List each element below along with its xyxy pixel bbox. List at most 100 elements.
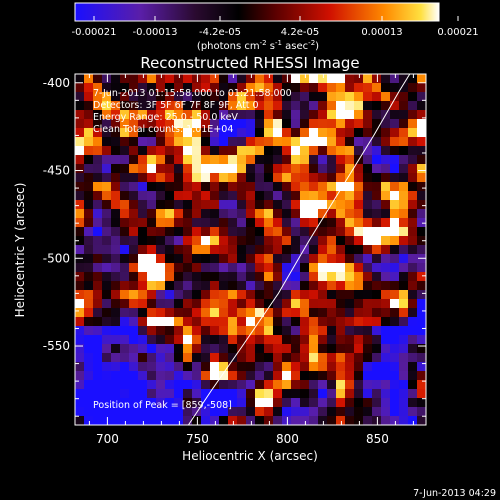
heatmap-cell — [138, 110, 148, 120]
heatmap-cell — [309, 326, 319, 336]
heatmap-cell — [84, 308, 94, 318]
heatmap-cell — [93, 92, 103, 102]
heatmap-cell — [300, 173, 310, 183]
heatmap-cell — [129, 218, 139, 228]
heatmap-cell — [354, 371, 364, 381]
heatmap-cell — [102, 191, 112, 201]
heatmap-cell — [75, 272, 85, 282]
heatmap-cell — [291, 398, 301, 408]
heatmap-cell — [228, 344, 238, 354]
heatmap-cell — [111, 173, 121, 183]
heatmap-cell — [372, 272, 382, 282]
heatmap-cell — [129, 74, 139, 84]
heatmap-cell — [120, 353, 130, 363]
heatmap-cell — [318, 326, 328, 336]
heatmap-cell — [210, 200, 220, 210]
heatmap-cell — [210, 362, 220, 372]
heatmap-cell — [399, 83, 409, 93]
heatmap-cell — [192, 353, 202, 363]
heatmap-cell — [237, 128, 247, 138]
heatmap-cell — [399, 137, 409, 147]
heatmap-cell — [210, 335, 220, 345]
heatmap-cell — [192, 209, 202, 219]
heatmap-cell — [228, 308, 238, 318]
heatmap-cell — [201, 173, 211, 183]
heatmap-cell — [120, 182, 130, 192]
heatmap-cell — [93, 407, 103, 417]
heatmap-cell — [408, 272, 418, 282]
heatmap-cell — [129, 353, 139, 363]
heatmap-cell — [273, 200, 283, 210]
heatmap-cell — [183, 182, 193, 192]
heatmap-cell — [147, 92, 157, 102]
heatmap-cell — [201, 218, 211, 228]
heatmap-cell — [264, 173, 274, 183]
heatmap-cell — [300, 371, 310, 381]
heatmap-cell — [273, 416, 283, 425]
heatmap-cell — [156, 407, 166, 417]
heatmap-cell — [255, 344, 265, 354]
heatmap-cell — [246, 353, 256, 363]
heatmap-cell — [390, 218, 400, 228]
heatmap-cell — [390, 119, 400, 129]
heatmap-cell — [309, 272, 319, 282]
heatmap-cell — [174, 380, 184, 390]
heatmap-cell — [390, 353, 400, 363]
heatmap-cell — [399, 263, 409, 273]
heatmap-cell — [174, 218, 184, 228]
heatmap-cell — [309, 92, 319, 102]
heatmap-cell — [156, 254, 166, 264]
heatmap-cell — [129, 380, 139, 390]
heatmap-cell — [201, 110, 211, 120]
heatmap-cell — [192, 335, 202, 345]
heatmap-cell — [246, 380, 256, 390]
heatmap-cell — [291, 389, 301, 399]
heatmap-cell — [192, 389, 202, 399]
heatmap-cell — [255, 101, 265, 111]
heatmap-cell — [219, 326, 229, 336]
heatmap-cell — [372, 191, 382, 201]
heatmap-cell — [273, 191, 283, 201]
heatmap-cell — [210, 308, 220, 318]
heatmap-cell — [300, 290, 310, 300]
heatmap-cell — [183, 245, 193, 255]
heatmap-cell — [75, 101, 85, 111]
heatmap-cell — [174, 74, 184, 84]
heatmap-cell — [237, 227, 247, 237]
heatmap-cell — [282, 119, 292, 129]
heatmap-cell — [192, 416, 202, 425]
heatmap-cell — [291, 101, 301, 111]
heatmap-cell — [363, 416, 373, 425]
heatmap-cell — [363, 101, 373, 111]
heatmap-cell — [255, 92, 265, 102]
heatmap-cell — [246, 236, 256, 246]
heatmap-cell — [75, 164, 85, 174]
heatmap-cell — [381, 299, 391, 309]
heatmap-cell — [282, 389, 292, 399]
heatmap-cell — [183, 362, 193, 372]
heatmap-cell — [156, 218, 166, 228]
heatmap-cell — [183, 380, 193, 390]
heatmap-cell — [111, 308, 121, 318]
heatmap-cell — [237, 299, 247, 309]
heatmap-cell — [120, 281, 130, 291]
heatmap-cell — [228, 416, 238, 425]
heatmap-cell — [102, 245, 112, 255]
heatmap-cell — [111, 200, 121, 210]
heatmap-cell — [282, 92, 292, 102]
heatmap-cell — [93, 317, 103, 327]
heatmap-cell — [129, 164, 139, 174]
heatmap-cell — [318, 344, 328, 354]
heatmap-cell — [408, 245, 418, 255]
heatmap-cell — [336, 137, 346, 147]
heatmap-cell — [345, 191, 355, 201]
heatmap-cell — [138, 380, 148, 390]
heatmap-cell — [309, 353, 319, 363]
heatmap-cell — [399, 299, 409, 309]
heatmap-cell — [111, 290, 121, 300]
heatmap-cell — [390, 335, 400, 345]
heatmap-cell — [291, 146, 301, 156]
heatmap-cell — [183, 353, 193, 363]
heatmap-cell — [210, 344, 220, 354]
heatmap-cell — [300, 128, 310, 138]
